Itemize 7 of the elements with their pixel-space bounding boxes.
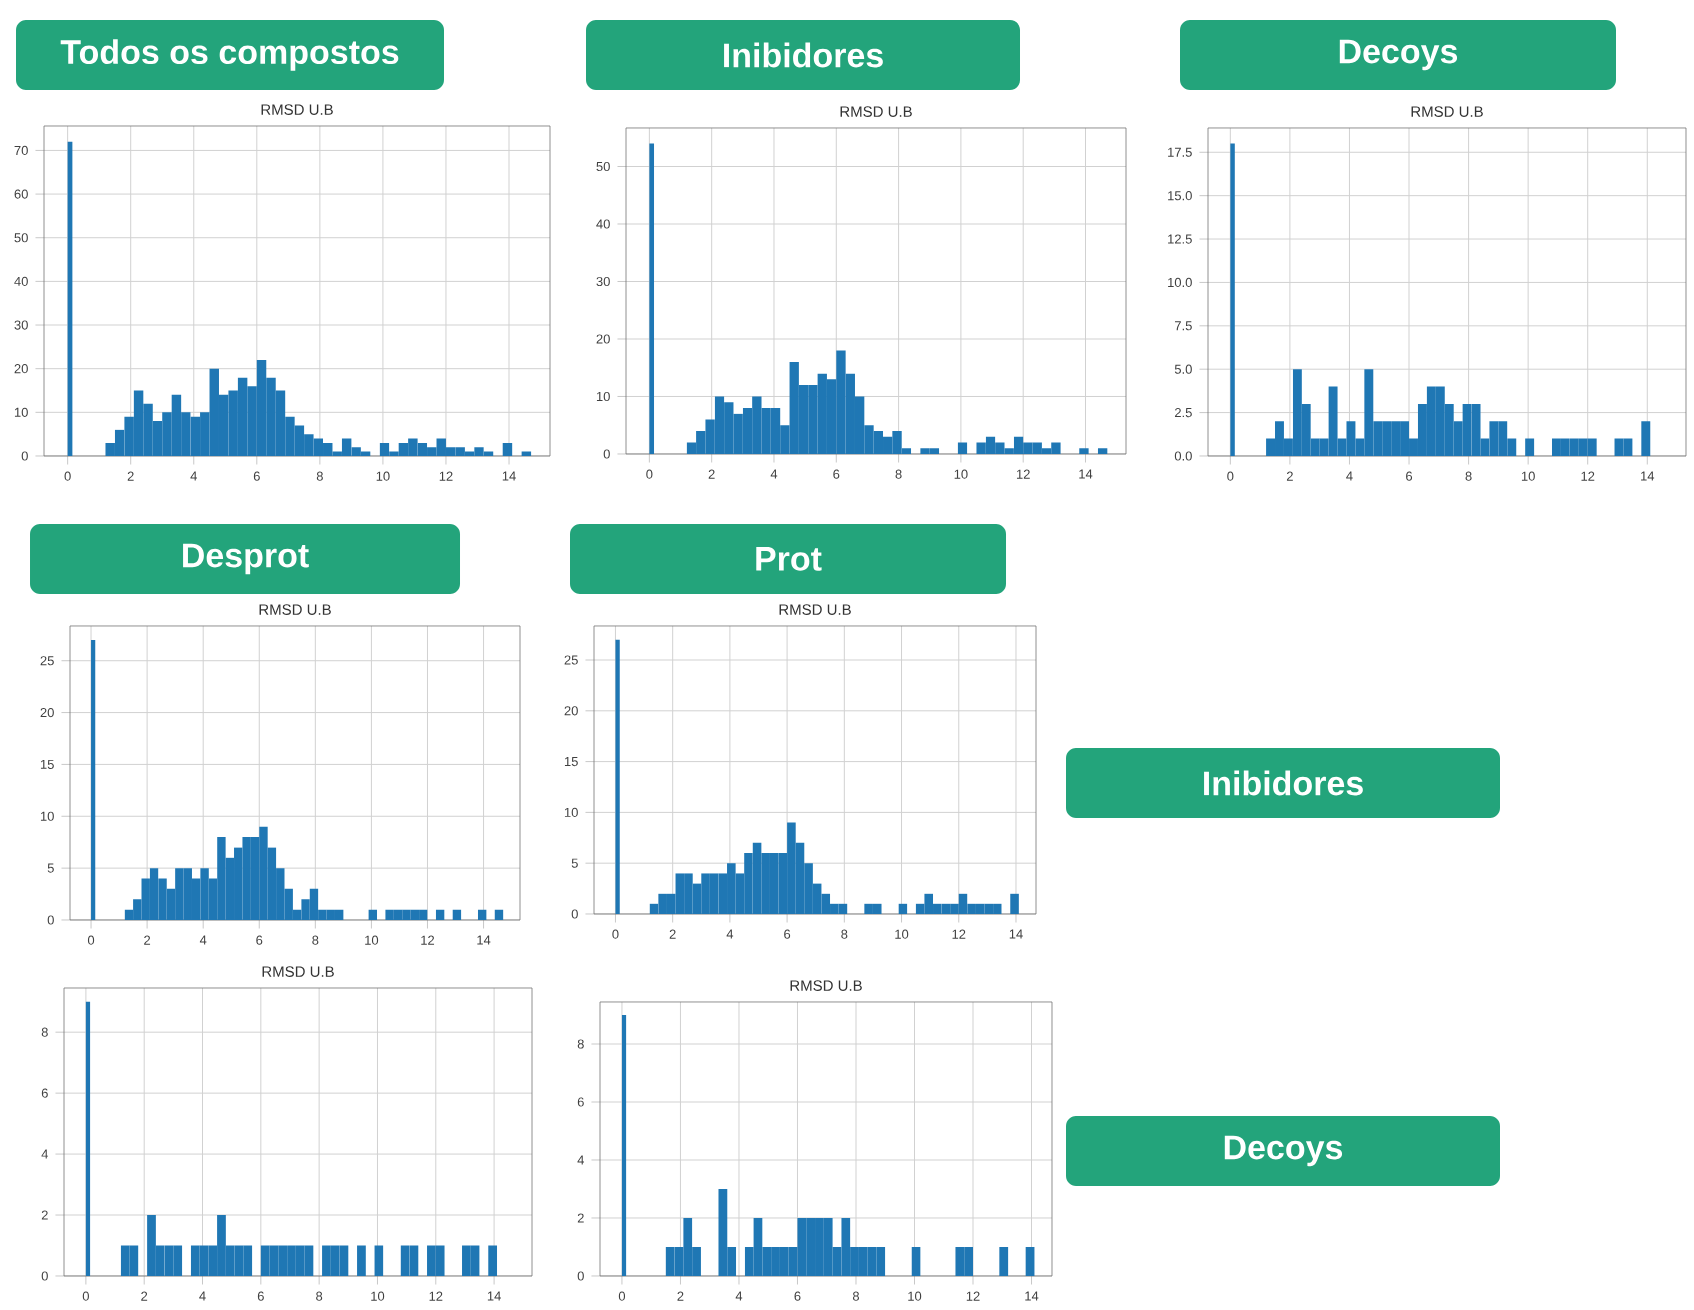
text: Prot	[756, 547, 822, 571]
text: Desprot	[183, 543, 309, 575]
text: Inibidores	[724, 42, 883, 68]
text: Decoys	[1224, 1135, 1343, 1167]
text: Decoys	[1339, 39, 1458, 71]
text: Todos os compostos	[60, 39, 399, 71]
text: Inibidores	[1204, 770, 1363, 796]
